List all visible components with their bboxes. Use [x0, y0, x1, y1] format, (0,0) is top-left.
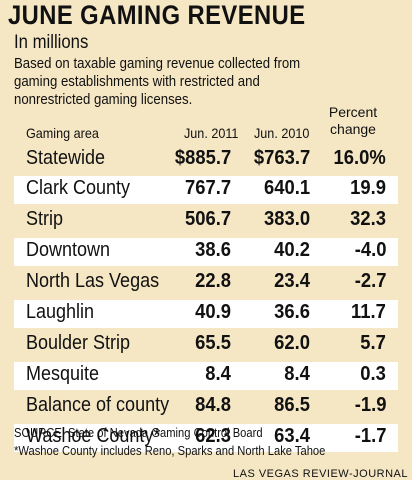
source-note: SOURCE: State of Nevada Gaming Control B… — [14, 425, 263, 440]
table-row: Mesquite 8.4 8.4 0.3 — [14, 362, 398, 390]
table-row: Downtown 38.6 40.2 -4.0 — [14, 238, 398, 266]
cell-jun-2011: 22.8 — [195, 270, 231, 292]
cell-percent-change: 11.7 — [351, 301, 386, 323]
header-jun-2011: Jun. 2011 — [184, 125, 239, 141]
table-row: Laughlin 40.9 36.6 11.7 — [14, 300, 398, 328]
revenue-table: Gaming area Jun. 2011 Jun. 2010 Percent … — [14, 104, 398, 452]
cell-gaming-area: Clark County — [26, 177, 131, 199]
header-gaming-area: Gaming area — [26, 125, 99, 141]
cell-percent-change: 16.0% — [333, 147, 386, 169]
cell-percent-change: 5.7 — [360, 332, 386, 354]
cell-jun-2010: 8.4 — [284, 363, 310, 385]
cell-gaming-area: Strip — [26, 208, 64, 230]
cell-jun-2011: 84.8 — [195, 394, 231, 416]
cell-jun-2010: 23.4 — [274, 270, 310, 292]
publication-credit: LAS VEGAS REVIEW-JOURNAL — [232, 468, 408, 480]
footnote: *Washoe County includes Reno, Sparks and… — [14, 443, 326, 458]
table-row: Clark County 767.7 640.1 19.9 — [14, 176, 398, 204]
cell-jun-2010: 383.0 — [263, 208, 310, 230]
cell-gaming-area: Mesquite — [26, 363, 100, 385]
description-line: Based on taxable gaming revenue collecte… — [14, 55, 301, 72]
cell-jun-2011: 506.7 — [184, 208, 231, 230]
header-percent-change: Percent change — [320, 104, 386, 138]
table-row: Balance of county 84.8 86.5 -1.9 — [14, 393, 398, 421]
cell-percent-change: -2.7 — [354, 270, 386, 292]
cell-jun-2010: 36.6 — [274, 301, 310, 323]
cell-jun-2010: 86.5 — [274, 394, 310, 416]
table-header: Gaming area Jun. 2011 Jun. 2010 Percent … — [14, 104, 398, 146]
cell-jun-2011: 767.7 — [184, 177, 231, 199]
cell-jun-2010: $763.7 — [253, 147, 310, 169]
cell-jun-2010: 62.0 — [274, 332, 310, 354]
cell-jun-2011: 38.6 — [195, 239, 231, 261]
cell-gaming-area: Balance of county — [26, 394, 170, 416]
cell-percent-change: -4.0 — [354, 239, 386, 261]
cell-percent-change: -1.7 — [354, 425, 386, 447]
table-row: North Las Vegas 22.8 23.4 -2.7 — [14, 269, 398, 297]
header-pct-line1: Percent — [328, 104, 378, 120]
header-pct-line2: change — [330, 121, 376, 137]
page-title: JUNE GAMING REVENUE — [8, 0, 306, 30]
cell-gaming-area: Downtown — [26, 239, 111, 261]
cell-percent-change: 0.3 — [360, 363, 386, 385]
cell-jun-2010: 63.4 — [274, 425, 310, 447]
cell-gaming-area: Boulder Strip — [26, 332, 131, 354]
cell-jun-2010: 40.2 — [274, 239, 310, 261]
header-jun-2010: Jun. 2010 — [254, 125, 310, 141]
table-row: Washoe County* 62.3 63.4 -1.7 — [14, 424, 398, 452]
cell-jun-2011: 40.9 — [195, 301, 231, 323]
cell-jun-2011: 62.3 — [195, 425, 231, 447]
table-row: Boulder Strip 65.5 62.0 5.7 — [14, 331, 398, 359]
cell-percent-change: -1.9 — [354, 394, 386, 416]
cell-gaming-area: Washoe County* — [26, 425, 161, 447]
description: Based on taxable gaming revenue collecte… — [14, 55, 392, 109]
cell-gaming-area: Laughlin — [26, 301, 95, 323]
cell-jun-2011: 8.4 — [205, 363, 231, 385]
cell-gaming-area: Statewide — [26, 147, 106, 169]
cell-jun-2011: $885.7 — [174, 147, 231, 169]
cell-percent-change: 19.9 — [350, 177, 386, 199]
table-row: Statewide $885.7 $763.7 16.0% — [14, 146, 398, 174]
subtitle: In millions — [14, 32, 89, 53]
cell-percent-change: 32.3 — [350, 208, 386, 230]
description-line: nonrestricted gaming licenses. — [14, 91, 193, 108]
table-row: Strip 506.7 383.0 32.3 — [14, 207, 398, 235]
cell-jun-2010: 640.1 — [263, 177, 310, 199]
description-line: gaming establishments with restricted an… — [14, 73, 260, 90]
cell-jun-2011: 65.5 — [195, 332, 231, 354]
cell-gaming-area: North Las Vegas — [26, 270, 160, 292]
